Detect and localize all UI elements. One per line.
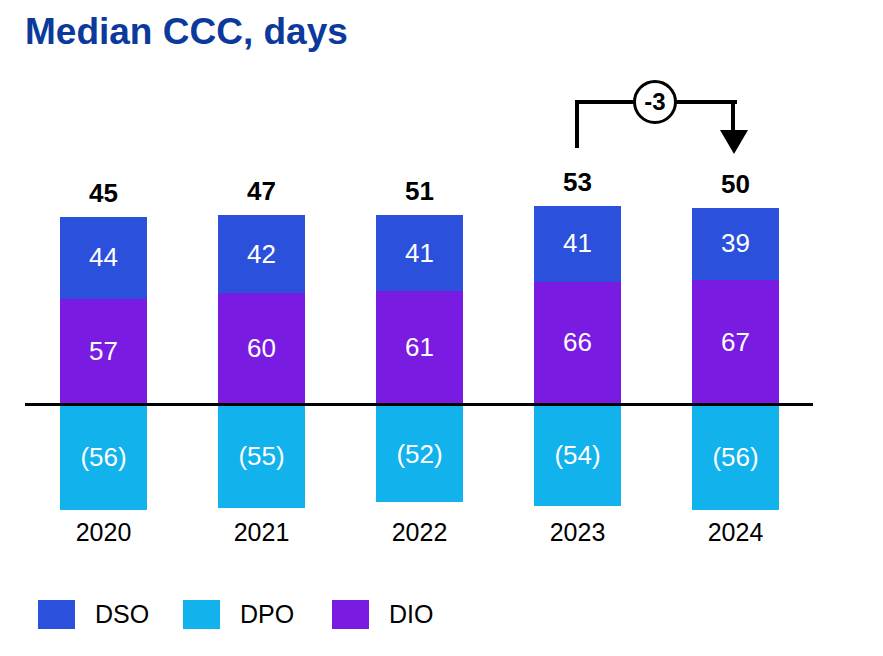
- total-label: 53: [534, 166, 621, 198]
- total-label: 45: [60, 177, 147, 209]
- annotation-bracket-left-line: [575, 100, 579, 148]
- bar-segment-dio: 61: [376, 291, 463, 404]
- bar-segment-dso: 42: [218, 215, 305, 293]
- year-label: 2024: [672, 517, 799, 547]
- legend-label: DIO: [389, 600, 433, 629]
- bar-segment-dso: 41: [534, 206, 621, 282]
- bar-segment-dso: 39: [692, 208, 779, 280]
- annotation-delta-value: -3: [644, 88, 665, 116]
- annotation-delta-badge: -3: [633, 80, 677, 124]
- year-label: 2020: [40, 517, 167, 547]
- legend-label: DPO: [240, 600, 294, 629]
- year-label: 2023: [514, 517, 641, 547]
- year-label: 2021: [198, 517, 325, 547]
- bar-segment-dpo: (55): [218, 406, 305, 508]
- bar-segment-dpo: (56): [692, 406, 779, 510]
- bar-segment-dpo: (56): [60, 406, 147, 510]
- legend-item-dio: DIO: [332, 600, 433, 629]
- total-label: 51: [376, 175, 463, 207]
- annotation-bracket-right-line: [731, 100, 735, 133]
- axis-baseline: [25, 403, 813, 406]
- total-label: 50: [692, 168, 779, 200]
- legend-swatch: [183, 600, 220, 629]
- bar-segment-dpo: (54): [534, 406, 621, 506]
- legend-label: DSO: [95, 600, 149, 629]
- bar-segment-dpo: (52): [376, 406, 463, 502]
- total-label: 47: [218, 175, 305, 207]
- bar-segment-dio: 57: [60, 299, 147, 404]
- legend-swatch: [332, 600, 369, 629]
- legend-item-dpo: DPO: [183, 600, 294, 629]
- bar-segment-dio: 66: [534, 282, 621, 404]
- legend-swatch: [38, 600, 75, 629]
- legend-item-dso: DSO: [38, 600, 149, 629]
- bar-segment-dio: 67: [692, 280, 779, 404]
- slide-canvas: Median CCC, days 454457(56)2020474260(55…: [0, 0, 883, 656]
- bar-segment-dso: 44: [60, 217, 147, 298]
- year-label: 2022: [356, 517, 483, 547]
- bar-segment-dso: 41: [376, 215, 463, 291]
- annotation-arrowhead-icon: [720, 130, 748, 154]
- chart-title: Median CCC, days: [25, 11, 348, 53]
- bar-segment-dio: 60: [218, 293, 305, 404]
